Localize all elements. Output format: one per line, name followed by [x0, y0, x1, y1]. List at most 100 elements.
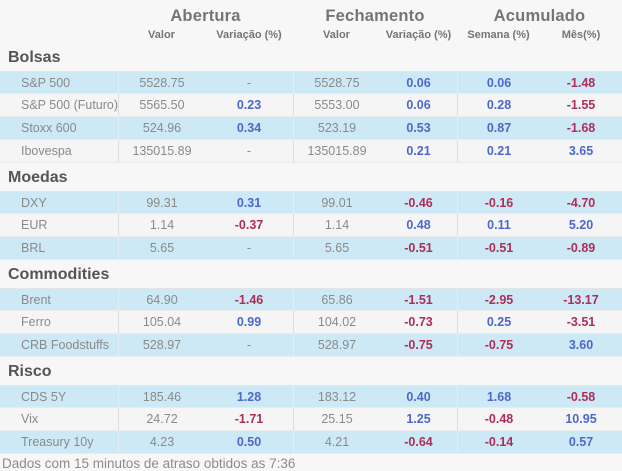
value-cell: 5528.75 [293, 72, 380, 93]
value-cell: 1.68 [457, 386, 540, 407]
row-label: DXY [21, 195, 47, 210]
subheader-fechamento-valor: Valor [323, 29, 350, 41]
value-cell: -0.64 [404, 435, 433, 449]
value-cell: 3.60 [568, 338, 594, 352]
value-cell: 0.21 [406, 144, 431, 158]
value-cell: 0.50 [236, 435, 262, 449]
value-cell: 524.96 [118, 117, 205, 139]
value-cell: 0.28 [457, 94, 540, 116]
section-title: Moedas [8, 169, 68, 186]
value-cell: -0.73 [404, 315, 433, 329]
value-cell: -0.37 [234, 218, 264, 232]
value-cell: 64.90 [118, 289, 205, 310]
table-row: Ferro 105.04 0.99 104.02 -0.73 0.25 -3.51 [0, 311, 622, 334]
table-subheader: Valor Variação (%) Valor Variação (%) Se… [0, 29, 622, 46]
value-cell: -0.75 [457, 334, 540, 356]
subheader-fechamento-variacao: Variação (%) [385, 29, 452, 41]
value-cell: 528.97 [293, 334, 380, 356]
value-cell: 104.02 [293, 311, 380, 333]
value-cell: - [246, 144, 252, 158]
value-cell: 25.15 [293, 408, 380, 430]
value-cell: -0.58 [566, 389, 596, 404]
value-cell: -0.48 [457, 408, 540, 430]
value-cell: 3.65 [568, 144, 594, 158]
value-cell: 5.20 [568, 218, 594, 232]
value-cell: 105.04 [118, 311, 205, 333]
value-cell: 99.01 [293, 192, 380, 213]
table-row: DXY 99.31 0.31 99.01 -0.46 -0.16 -4.70 [0, 191, 622, 214]
header-group-fechamento: Fechamento [325, 7, 425, 25]
table-row: CRB Foodstuffs 528.97 - 528.97 -0.75 -0.75 3.6… [0, 334, 622, 357]
table-row: BRL 5.65 - 5.65 -0.51 -0.51 -0.89 [0, 237, 622, 260]
value-cell: 0.06 [406, 98, 431, 112]
value-cell: 99.31 [118, 192, 205, 213]
value-cell: 0.31 [236, 195, 262, 210]
row-label: CDS 5Y [21, 389, 67, 404]
value-cell: -1.51 [404, 292, 433, 307]
subheader-semana: Semana (%) [467, 29, 530, 41]
table-row: Treasury 10y 4.23 0.50 4.21 -0.64 -0.14 0.57 [0, 431, 622, 454]
value-cell: 65.86 [293, 289, 380, 310]
value-cell: 0.40 [406, 389, 431, 404]
table-sections: Bolsas S&P 500 5528.75 - 5528.75 0.06 0.06 -1.4… [0, 48, 622, 454]
value-cell: -0.14 [457, 431, 540, 453]
value-cell: 1.25 [406, 412, 431, 426]
table-row: S&P 500 5528.75 - 5528.75 0.06 0.06 -1.48 [0, 71, 622, 94]
table-row: CDS 5Y 185.46 1.28 183.12 0.40 1.68 -0.58 [0, 385, 622, 408]
value-cell: 10.95 [565, 412, 597, 426]
value-cell: 0.34 [236, 121, 262, 135]
value-cell: -1.48 [566, 75, 596, 90]
header-spacer [0, 7, 118, 29]
value-cell: - [246, 241, 252, 255]
value-cell: -4.70 [566, 195, 596, 210]
row-label: Stoxx 600 [21, 121, 77, 135]
value-cell: 5.65 [293, 237, 380, 259]
value-cell: -0.89 [566, 241, 596, 255]
section-commodities: Commodities Brent 64.90 -1.46 65.86 -1.51 -2.9… [0, 265, 622, 357]
value-cell: 183.12 [293, 386, 380, 407]
row-label: CRB Foodstuffs [21, 338, 110, 352]
value-cell: 5528.75 [118, 72, 205, 93]
row-label: EUR [21, 218, 48, 232]
value-cell: -1.46 [234, 292, 264, 307]
value-cell: 0.87 [457, 117, 540, 139]
value-cell: -0.75 [404, 338, 433, 352]
value-cell: 0.53 [406, 121, 431, 135]
value-cell: -0.46 [404, 195, 433, 210]
value-cell: - [246, 338, 252, 352]
row-label: Brent [21, 292, 51, 307]
table-row: S&P 500 (Futuro) 5565.50 0.23 5553.00 0.06 0.… [0, 94, 622, 117]
value-cell: 5565.50 [118, 94, 205, 116]
value-cell: 0.21 [457, 140, 540, 162]
table-row: EUR 1.14 -0.37 1.14 0.48 0.11 5.20 [0, 214, 622, 237]
subheader-abertura-variacao: Variação (%) [216, 29, 282, 41]
value-cell: 1.14 [118, 214, 205, 236]
value-cell: 0.48 [406, 218, 431, 232]
section-title: Bolsas [8, 49, 61, 66]
value-cell: -0.51 [457, 237, 540, 259]
header-group-acumulado: Acumulado [493, 7, 586, 25]
value-cell: 0.57 [568, 435, 594, 449]
row-label: Vix [21, 412, 39, 426]
value-cell: 0.25 [457, 311, 540, 333]
subheader-abertura-valor: Valor [148, 29, 175, 41]
table-header-groups: Abertura Fechamento Acumulado [0, 0, 622, 29]
table-row: Ibovespa 135015.89 - 135015.89 0.21 0.21 3.65 [0, 140, 622, 163]
value-cell: 523.19 [293, 117, 380, 139]
value-cell: -0.16 [457, 192, 540, 213]
value-cell: 1.28 [236, 389, 262, 404]
value-cell: -1.55 [566, 98, 596, 112]
row-label: Ferro [21, 315, 51, 329]
section-risco: Risco CDS 5Y 185.46 1.28 183.12 0.40 1.68 -0.58… [0, 362, 622, 454]
section-bolsas: Bolsas S&P 500 5528.75 - 5528.75 0.06 0.06 -1.4… [0, 48, 622, 163]
subheader-spacer [0, 29, 118, 46]
value-cell: 185.46 [118, 386, 205, 407]
value-cell: 0.11 [457, 214, 540, 236]
value-cell: 24.72 [118, 408, 205, 430]
data-delay-note: Dados com 15 minutos de atraso obtidos a… [2, 456, 296, 471]
value-cell: 5553.00 [293, 94, 380, 116]
value-cell: 135015.89 [118, 140, 205, 162]
row-label: BRL [21, 241, 46, 255]
row-label: Treasury 10y [21, 435, 94, 449]
